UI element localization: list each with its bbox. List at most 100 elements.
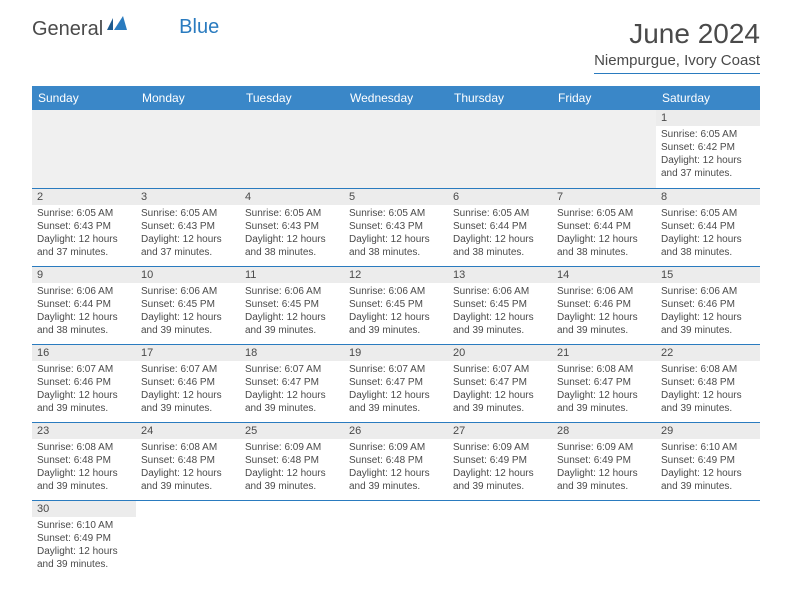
calendar-cell: 9Sunrise: 6:06 AMSunset: 6:44 PMDaylight… [32,266,136,344]
day-number: 24 [136,423,240,439]
calendar-cell: 1Sunrise: 6:05 AMSunset: 6:42 PMDaylight… [656,110,760,188]
day-number: 25 [240,423,344,439]
day-detail: Sunrise: 6:09 AMSunset: 6:48 PMDaylight:… [240,439,344,497]
calendar-cell: 18Sunrise: 6:07 AMSunset: 6:47 PMDayligh… [240,344,344,422]
day-number: 6 [448,189,552,205]
calendar-cell: 12Sunrise: 6:06 AMSunset: 6:45 PMDayligh… [344,266,448,344]
calendar-cell [448,500,552,578]
calendar-cell [240,110,344,188]
day-number: 13 [448,267,552,283]
day-number: 23 [32,423,136,439]
day-number: 21 [552,345,656,361]
day-detail: Sunrise: 6:07 AMSunset: 6:47 PMDaylight:… [344,361,448,419]
day-detail: Sunrise: 6:10 AMSunset: 6:49 PMDaylight:… [656,439,760,497]
calendar-cell: 6Sunrise: 6:05 AMSunset: 6:44 PMDaylight… [448,188,552,266]
day-detail: Sunrise: 6:05 AMSunset: 6:42 PMDaylight:… [656,126,760,184]
calendar-cell: 7Sunrise: 6:05 AMSunset: 6:44 PMDaylight… [552,188,656,266]
calendar-cell [656,500,760,578]
calendar-cell: 23Sunrise: 6:08 AMSunset: 6:48 PMDayligh… [32,422,136,500]
day-number: 9 [32,267,136,283]
calendar-cell: 16Sunrise: 6:07 AMSunset: 6:46 PMDayligh… [32,344,136,422]
calendar-cell [448,110,552,188]
day-detail: Sunrise: 6:06 AMSunset: 6:45 PMDaylight:… [344,283,448,341]
day-number: 2 [32,189,136,205]
calendar-cell: 29Sunrise: 6:10 AMSunset: 6:49 PMDayligh… [656,422,760,500]
calendar-cell: 27Sunrise: 6:09 AMSunset: 6:49 PMDayligh… [448,422,552,500]
calendar-cell [552,500,656,578]
day-header: Sunday [32,86,136,110]
day-header: Thursday [448,86,552,110]
day-number: 12 [344,267,448,283]
calendar-cell: 4Sunrise: 6:05 AMSunset: 6:43 PMDaylight… [240,188,344,266]
day-detail: Sunrise: 6:08 AMSunset: 6:48 PMDaylight:… [136,439,240,497]
day-number: 26 [344,423,448,439]
calendar-head: SundayMondayTuesdayWednesdayThursdayFrid… [32,86,760,110]
day-detail: Sunrise: 6:07 AMSunset: 6:46 PMDaylight:… [32,361,136,419]
calendar-cell: 14Sunrise: 6:06 AMSunset: 6:46 PMDayligh… [552,266,656,344]
day-detail: Sunrise: 6:06 AMSunset: 6:45 PMDaylight:… [136,283,240,341]
calendar-cell: 3Sunrise: 6:05 AMSunset: 6:43 PMDaylight… [136,188,240,266]
logo-flag-icon [107,16,129,37]
day-detail: Sunrise: 6:07 AMSunset: 6:46 PMDaylight:… [136,361,240,419]
day-number: 4 [240,189,344,205]
calendar-cell: 13Sunrise: 6:06 AMSunset: 6:45 PMDayligh… [448,266,552,344]
calendar-cell: 8Sunrise: 6:05 AMSunset: 6:44 PMDaylight… [656,188,760,266]
day-number: 28 [552,423,656,439]
calendar-cell: 20Sunrise: 6:07 AMSunset: 6:47 PMDayligh… [448,344,552,422]
calendar-table: SundayMondayTuesdayWednesdayThursdayFrid… [32,86,760,578]
day-number: 30 [32,501,136,517]
day-header: Friday [552,86,656,110]
day-number: 22 [656,345,760,361]
day-detail: Sunrise: 6:08 AMSunset: 6:47 PMDaylight:… [552,361,656,419]
day-detail: Sunrise: 6:09 AMSunset: 6:48 PMDaylight:… [344,439,448,497]
day-number: 15 [656,267,760,283]
calendar-cell: 26Sunrise: 6:09 AMSunset: 6:48 PMDayligh… [344,422,448,500]
calendar-cell [136,500,240,578]
day-number: 1 [656,110,760,126]
calendar-cell [344,110,448,188]
day-number: 18 [240,345,344,361]
day-detail: Sunrise: 6:07 AMSunset: 6:47 PMDaylight:… [448,361,552,419]
day-detail: Sunrise: 6:05 AMSunset: 6:43 PMDaylight:… [136,205,240,263]
day-header: Saturday [656,86,760,110]
calendar-cell [240,500,344,578]
day-detail: Sunrise: 6:05 AMSunset: 6:43 PMDaylight:… [344,205,448,263]
day-number: 11 [240,267,344,283]
day-detail: Sunrise: 6:08 AMSunset: 6:48 PMDaylight:… [32,439,136,497]
calendar-cell: 2Sunrise: 6:05 AMSunset: 6:43 PMDaylight… [32,188,136,266]
day-header: Tuesday [240,86,344,110]
day-number: 10 [136,267,240,283]
calendar-cell: 11Sunrise: 6:06 AMSunset: 6:45 PMDayligh… [240,266,344,344]
day-header: Monday [136,86,240,110]
logo: General Blue [32,18,219,41]
calendar-cell: 19Sunrise: 6:07 AMSunset: 6:47 PMDayligh… [344,344,448,422]
calendar-cell: 17Sunrise: 6:07 AMSunset: 6:46 PMDayligh… [136,344,240,422]
calendar-cell: 5Sunrise: 6:05 AMSunset: 6:43 PMDaylight… [344,188,448,266]
header: General Blue June 2024 Niempurgue, Ivory… [0,0,792,82]
day-number: 3 [136,189,240,205]
day-detail: Sunrise: 6:09 AMSunset: 6:49 PMDaylight:… [552,439,656,497]
calendar-cell: 25Sunrise: 6:09 AMSunset: 6:48 PMDayligh… [240,422,344,500]
title-block: June 2024 Niempurgue, Ivory Coast [594,18,760,74]
day-detail: Sunrise: 6:05 AMSunset: 6:43 PMDaylight:… [32,205,136,263]
day-number: 16 [32,345,136,361]
calendar-cell: 22Sunrise: 6:08 AMSunset: 6:48 PMDayligh… [656,344,760,422]
logo-text-general: General [32,18,103,41]
calendar-cell: 15Sunrise: 6:06 AMSunset: 6:46 PMDayligh… [656,266,760,344]
day-number: 17 [136,345,240,361]
day-detail: Sunrise: 6:06 AMSunset: 6:45 PMDaylight:… [448,283,552,341]
calendar-cell: 28Sunrise: 6:09 AMSunset: 6:49 PMDayligh… [552,422,656,500]
calendar-body: 1Sunrise: 6:05 AMSunset: 6:42 PMDaylight… [32,110,760,578]
logo-text-blue: Blue [179,16,219,39]
day-detail: Sunrise: 6:06 AMSunset: 6:46 PMDaylight:… [552,283,656,341]
day-detail: Sunrise: 6:08 AMSunset: 6:48 PMDaylight:… [656,361,760,419]
day-number: 8 [656,189,760,205]
day-detail: Sunrise: 6:06 AMSunset: 6:46 PMDaylight:… [656,283,760,341]
calendar-cell [32,110,136,188]
calendar-cell [344,500,448,578]
calendar-cell [136,110,240,188]
day-number: 19 [344,345,448,361]
day-detail: Sunrise: 6:06 AMSunset: 6:44 PMDaylight:… [32,283,136,341]
page-subtitle: Niempurgue, Ivory Coast [594,52,760,74]
calendar-cell: 10Sunrise: 6:06 AMSunset: 6:45 PMDayligh… [136,266,240,344]
